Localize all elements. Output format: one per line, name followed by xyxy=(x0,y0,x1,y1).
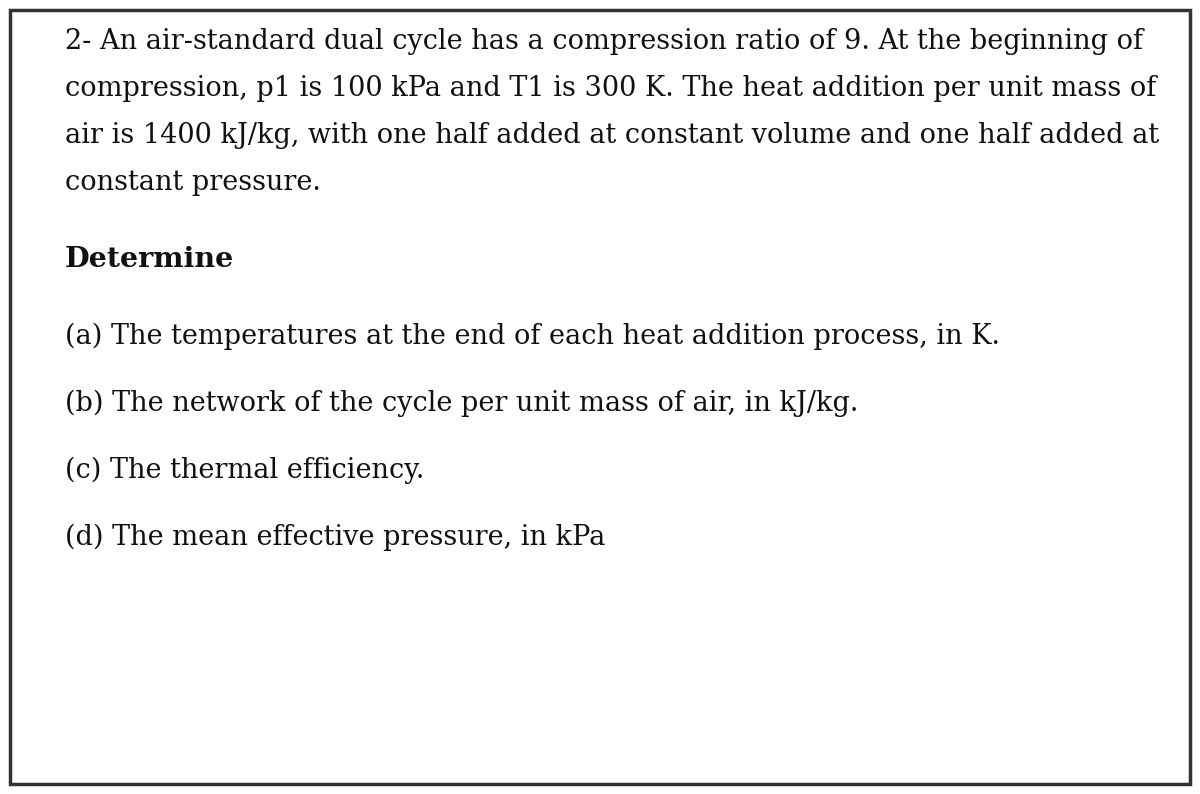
Text: (d) The mean effective pressure, in kPa: (d) The mean effective pressure, in kPa xyxy=(65,524,605,551)
Text: (c) The thermal efficiency.: (c) The thermal efficiency. xyxy=(65,457,425,484)
Text: 2- An air-standard dual cycle has a compression ratio of 9. At the beginning of: 2- An air-standard dual cycle has a comp… xyxy=(65,28,1142,55)
Text: Determine: Determine xyxy=(65,246,234,273)
Text: (b) The network of the cycle per unit mass of air, in kJ/kg.: (b) The network of the cycle per unit ma… xyxy=(65,390,858,418)
Text: air is 1400 kJ/kg, with one half added at constant volume and one half added at: air is 1400 kJ/kg, with one half added a… xyxy=(65,122,1159,149)
Text: constant pressure.: constant pressure. xyxy=(65,169,320,196)
Text: compression, p1 is 100 kPa and T1 is 300 K. The heat addition per unit mass of: compression, p1 is 100 kPa and T1 is 300… xyxy=(65,75,1157,102)
Text: (a) The temperatures at the end of each heat addition process, in K.: (a) The temperatures at the end of each … xyxy=(65,323,1000,350)
